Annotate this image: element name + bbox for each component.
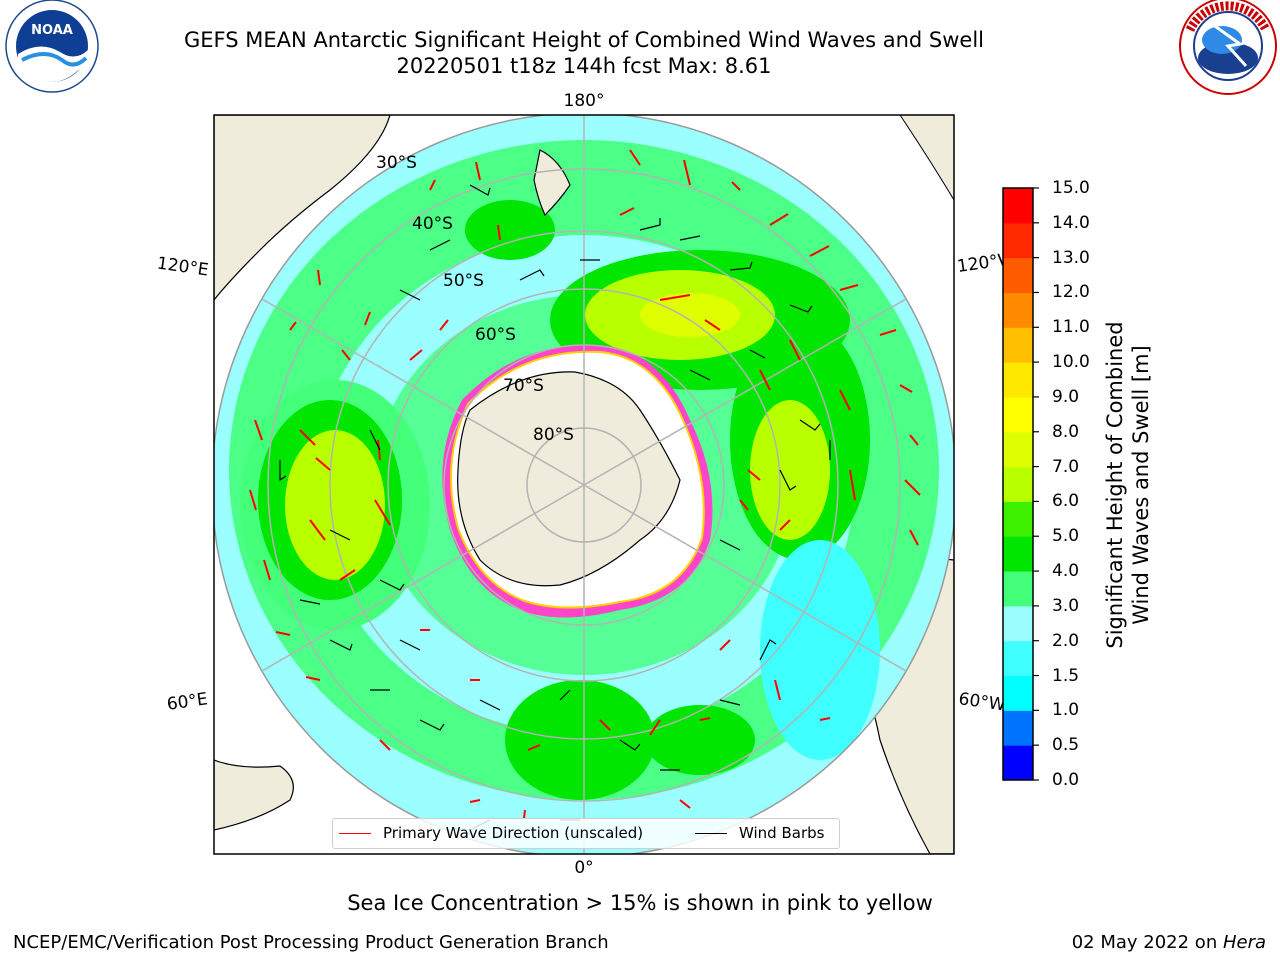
colorbar-tick-label: 11.0 <box>1052 317 1090 338</box>
chart-title: GEFS MEAN Antarctic Significant Height o… <box>183 28 985 52</box>
colorbar-tick-label: 2.0 <box>1052 630 1080 651</box>
lon-label-60w: 60°W <box>957 689 1006 715</box>
colorbar <box>1003 187 1039 781</box>
colorbar-segment <box>1003 466 1033 502</box>
footer-credit: NCEP/EMC/Verification Post Processing Pr… <box>13 932 609 953</box>
colorbar-segment <box>1003 605 1033 642</box>
colorbar-tick-label: 0.0 <box>1052 770 1080 790</box>
colorbar-tick-label: 9.0 <box>1052 386 1080 407</box>
colorbar-segment <box>1003 536 1033 572</box>
new-zealand-land <box>533 149 571 217</box>
noaa-logo-text: NOAA <box>31 23 73 38</box>
legend-item-barbs: Wind Barbs <box>695 824 824 842</box>
antarctica-land <box>457 371 681 587</box>
colorbar-segment <box>1003 431 1033 468</box>
map-area <box>214 115 954 854</box>
colorbar-tick-label: 14.0 <box>1052 212 1090 233</box>
colorbar-segment <box>1003 745 1033 781</box>
lon-label-180: 180° <box>564 91 605 111</box>
noaa-logo: NOAA <box>5 0 99 93</box>
colorbar-segment <box>1003 675 1033 711</box>
legend-barb-label: Wind Barbs <box>739 824 825 842</box>
lat-label-60s: 60°S <box>475 325 516 345</box>
colorbar-tick-label: 1.0 <box>1052 700 1080 721</box>
colorbar-tick-label: 0.5 <box>1052 735 1080 756</box>
colorbar-tick-label: 13.0 <box>1052 247 1090 268</box>
lat-label-70s: 70°S <box>503 376 544 396</box>
colorbar-segment <box>1003 501 1033 537</box>
latitude-labels: 30°S 40°S 50°S 60°S 70°S 80°S <box>376 153 574 445</box>
australia-land <box>214 115 391 301</box>
colorbar-tick-label: 5.0 <box>1052 526 1080 547</box>
colorbar-tick-label: 12.0 <box>1052 282 1090 303</box>
colorbar-tick-label: 1.5 <box>1052 665 1080 686</box>
colorbar-tick-label: 8.0 <box>1052 421 1080 442</box>
lat-label-30s: 30°S <box>376 153 417 173</box>
africa-land <box>214 759 294 831</box>
lon-label-120e: 120°E <box>156 254 210 281</box>
colorbar-frame <box>1002 187 1034 781</box>
nws-logo <box>1179 0 1277 95</box>
colorbar-tick-label: 4.0 <box>1052 561 1080 582</box>
legend-item-wave: Primary Wave Direction (unscaled) <box>339 824 643 842</box>
footer-date-text: 02 May 2022 on <box>1071 932 1223 953</box>
wave-arrows <box>249 149 921 819</box>
colorbar-tick-label: 7.0 <box>1052 456 1080 477</box>
colorbar-segment <box>1003 188 1033 224</box>
map-frame <box>213 114 955 855</box>
colorbar-segment <box>1003 327 1033 363</box>
colorbar-label-line1: Significant Height of Combined <box>1103 321 1127 649</box>
colorbar-label-line2: Wind Waves and Swell [m] <box>1129 345 1153 625</box>
graticule <box>214 115 954 854</box>
colorbar-segment <box>1003 710 1033 746</box>
colorbar-label: Significant Height of Combined Wind Wave… <box>1102 275 1154 695</box>
lat-label-50s: 50°S <box>443 271 484 291</box>
legend-wave-label: Primary Wave Direction (unscaled) <box>383 824 644 842</box>
lat-label-40s: 40°S <box>412 214 453 234</box>
colorbar-segment <box>1003 362 1033 398</box>
colorbar-segment <box>1003 257 1033 293</box>
sea-ice-note: Sea Ice Concentration > 15% is shown in … <box>347 891 933 915</box>
colorbar-segment <box>1003 292 1033 328</box>
lon-label-0: 0° <box>574 858 593 878</box>
colorbar-tick-label: 15.0 <box>1052 178 1090 198</box>
colorbar-segment <box>1003 640 1033 677</box>
legend-wave-line <box>339 832 371 834</box>
colorbar-segment <box>1003 571 1033 607</box>
colorbar-segment <box>1003 396 1033 433</box>
colorbar-tick-label: 6.0 <box>1052 491 1080 512</box>
footer-date: 02 May 2022 on Hera <box>1072 932 1266 953</box>
legend-barb-line <box>695 832 727 834</box>
map-legend: Primary Wave Direction (unscaled) Wind B… <box>332 818 840 849</box>
lat-label-80s: 80°S <box>533 425 574 445</box>
colorbar-tick-label: 3.0 <box>1052 595 1080 616</box>
colorbar-segment <box>1003 222 1033 259</box>
lon-label-60e: 60°E <box>166 689 209 714</box>
footer-host: Hera <box>1222 932 1266 953</box>
chart-subtitle: 20220501 t18z 144h fcst Max: 8.61 <box>396 54 772 78</box>
colorbar-tick-label: 10.0 <box>1052 352 1090 373</box>
